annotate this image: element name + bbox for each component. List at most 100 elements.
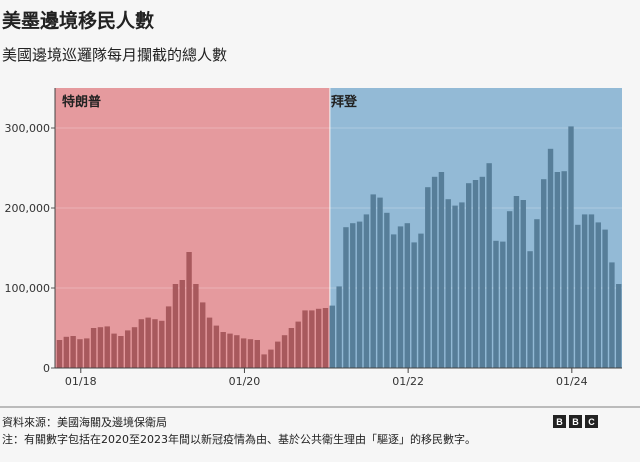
bar (234, 335, 240, 368)
bar (186, 252, 192, 368)
bar (200, 302, 206, 368)
bar (268, 349, 274, 368)
bar (581, 214, 588, 368)
bar (281, 335, 288, 368)
bar (459, 202, 465, 368)
bar (315, 308, 322, 368)
bar (165, 306, 172, 368)
bar (438, 172, 445, 368)
chart-subtitle: 美國邊境巡邏隊每月攔截的總人數 (2, 46, 228, 64)
bar (336, 286, 342, 368)
bar (104, 326, 110, 368)
bar (520, 200, 526, 368)
y-tick-label: 100,000 (5, 282, 51, 295)
bar (247, 339, 254, 368)
bar (159, 320, 165, 368)
bar (193, 284, 199, 368)
bar (568, 126, 574, 369)
bar (500, 241, 506, 368)
bar (547, 148, 554, 368)
bar (588, 214, 595, 368)
bar (356, 221, 363, 368)
bar (172, 284, 179, 368)
bar (288, 328, 295, 368)
bar (343, 227, 349, 368)
bar (506, 211, 513, 368)
bar (275, 341, 281, 368)
bar (227, 333, 233, 368)
bar (452, 205, 458, 368)
source-text: 資料來源：美國海關及邊境保衛局 (2, 416, 167, 429)
bar (206, 317, 213, 368)
x-tick-label: 01/24 (556, 375, 588, 388)
bar (390, 234, 397, 368)
bar (527, 251, 533, 368)
bar (411, 242, 417, 368)
bar (561, 171, 567, 368)
bar (131, 327, 138, 368)
bar (84, 338, 90, 368)
bar (377, 197, 383, 368)
bar (97, 327, 104, 368)
bar (541, 179, 547, 368)
bar (445, 199, 451, 368)
bar (111, 333, 117, 368)
bar (118, 336, 124, 368)
bar (513, 196, 520, 368)
divider (0, 406, 640, 408)
bar (493, 240, 499, 368)
x-tick-label: 01/22 (392, 375, 424, 388)
bar (534, 219, 540, 368)
x-tick-label: 01/18 (65, 375, 97, 388)
bbc-logo-c: C (585, 415, 598, 428)
bar (350, 223, 356, 368)
bar (220, 332, 226, 368)
bar (179, 280, 185, 368)
bar (616, 284, 622, 368)
bbc-logo: B B C (553, 415, 598, 428)
trump-period-background (55, 88, 330, 368)
bbc-logo-b2: B (569, 415, 582, 428)
bar (309, 310, 315, 368)
bar (425, 187, 431, 368)
bar (466, 183, 472, 368)
bar (240, 338, 247, 368)
bar (329, 305, 335, 368)
bar (77, 339, 83, 368)
bar (322, 308, 329, 368)
bar (213, 325, 220, 368)
bar (90, 328, 97, 368)
chart-title: 美墨邊境移民人數 (2, 10, 155, 32)
y-tick-label: 300,000 (5, 122, 51, 135)
bar (595, 222, 601, 368)
bar (486, 163, 492, 368)
bar (370, 194, 376, 368)
bar (56, 340, 63, 368)
bar (70, 336, 76, 368)
bar (63, 336, 70, 368)
bar (363, 214, 370, 368)
bar (261, 354, 267, 368)
bar (254, 340, 260, 368)
bbc-logo-b1: B (553, 415, 566, 428)
bar (479, 176, 486, 368)
bar (302, 310, 308, 368)
bar (125, 330, 131, 368)
bar-chart: 0 100,000 200,000 300,000 特朗普 拜登 01/18 01/20 01/… (5, 88, 622, 388)
y-tick-label: 0 (43, 362, 50, 375)
bar (418, 233, 424, 368)
bar (431, 176, 438, 368)
bar (554, 172, 561, 368)
x-tick-label: 01/20 (229, 375, 261, 388)
bar (404, 223, 411, 368)
bar (575, 224, 581, 368)
period-label: 拜登 (331, 94, 358, 110)
y-tick-label: 200,000 (5, 202, 51, 215)
bar (138, 319, 145, 368)
bar (602, 229, 608, 368)
note-text: 注：有關數字包括在2020至2023年間以新冠疫情為由、基於公共衛生理由「驅逐」… (2, 433, 476, 446)
bar (152, 319, 158, 368)
bar (295, 321, 301, 368)
bar (145, 317, 151, 368)
bar (397, 226, 404, 368)
